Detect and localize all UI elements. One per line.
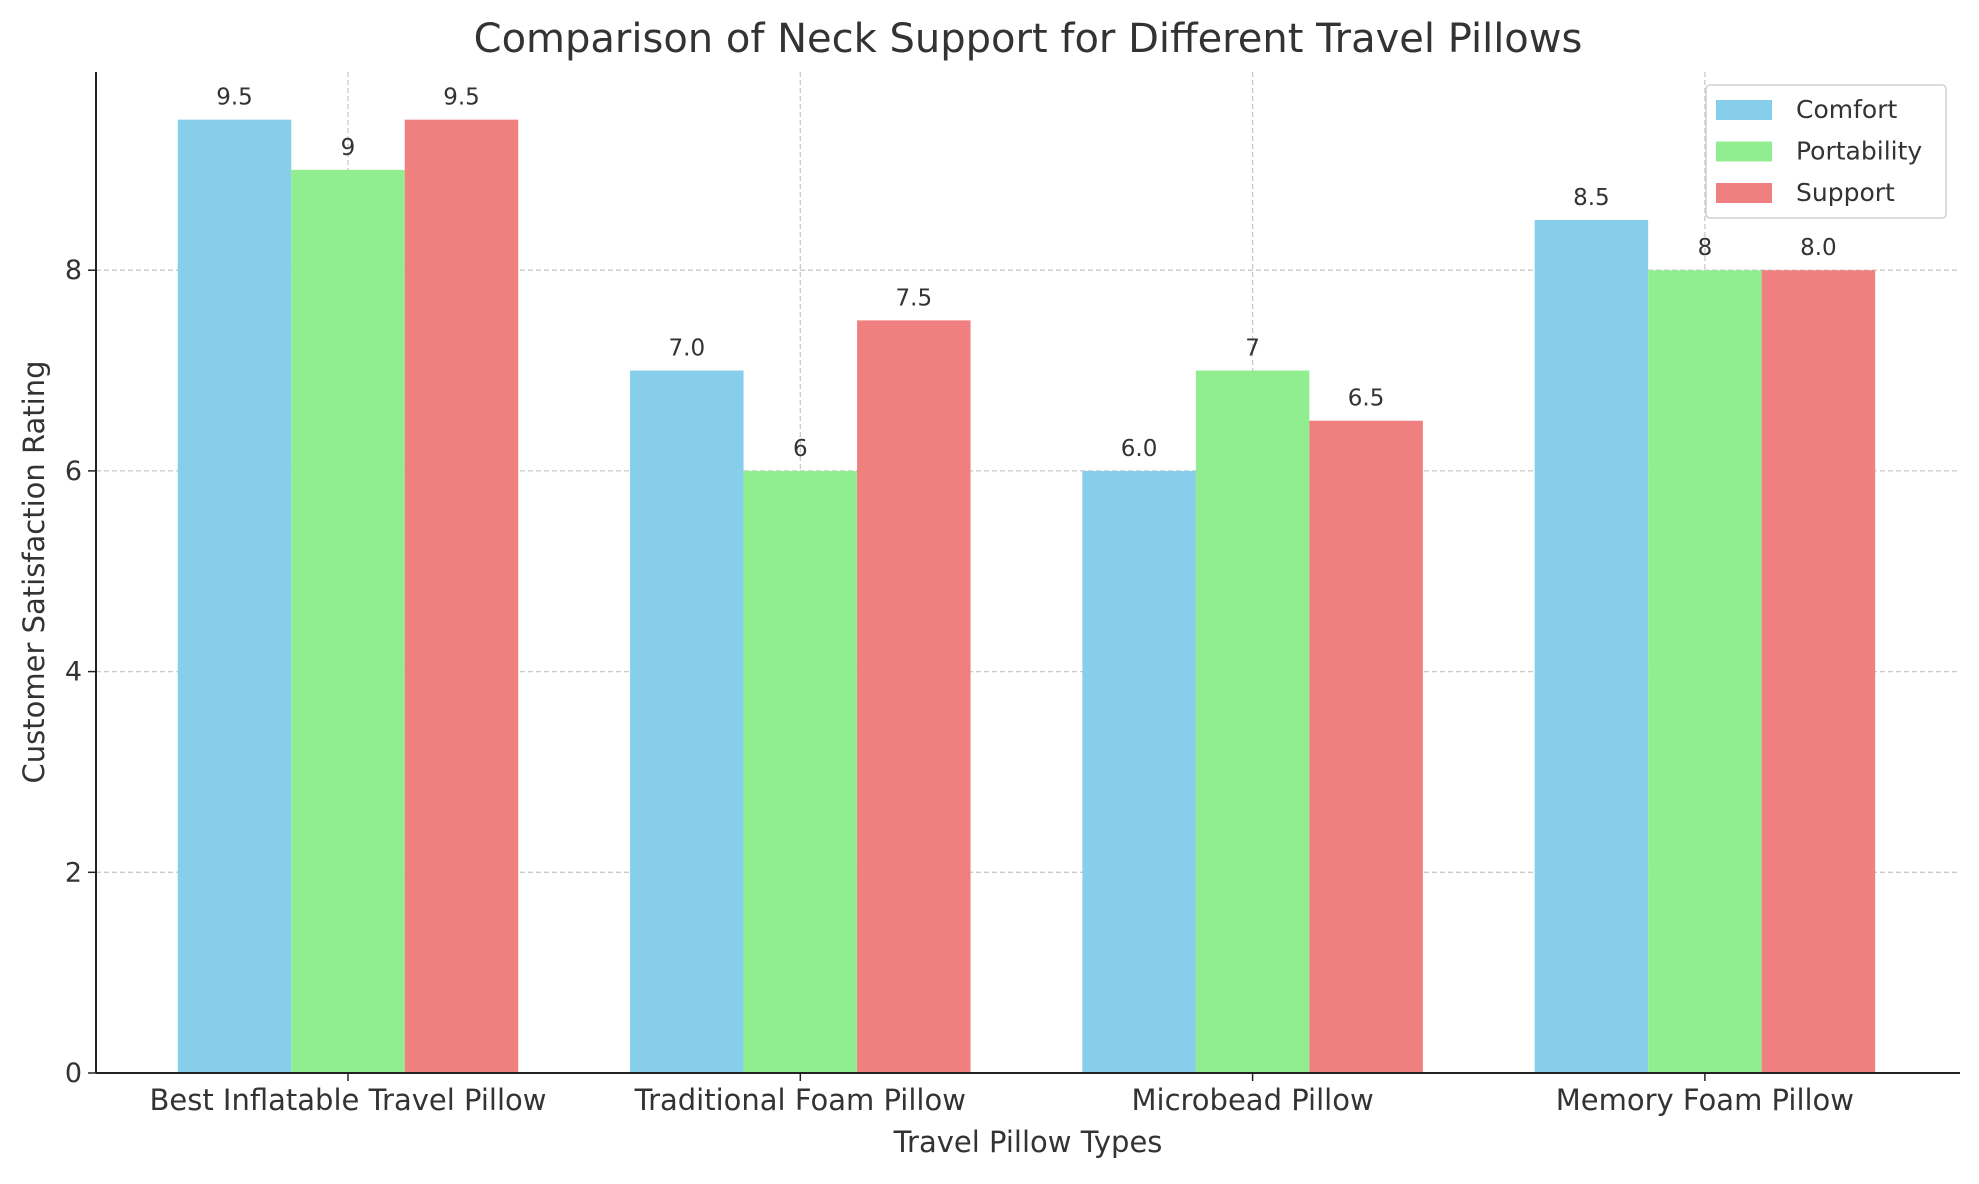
legend: Comfort Portability Support bbox=[1705, 84, 1947, 219]
y-tick-label: 4 bbox=[65, 657, 82, 688]
bar-portability-0 bbox=[291, 169, 405, 1073]
bar-value-label: 9.5 bbox=[443, 85, 480, 111]
y-tick-label: 0 bbox=[65, 1058, 82, 1089]
legend-label: Portability bbox=[1796, 137, 1922, 166]
bar-value-label: 7.0 bbox=[669, 336, 706, 362]
bar-value-label: 9 bbox=[341, 135, 356, 161]
bar-value-label: 8.0 bbox=[1800, 235, 1837, 261]
bar-value-label: 7 bbox=[1245, 336, 1260, 362]
legend-swatch-portability bbox=[1716, 141, 1772, 162]
y-tick-label: 8 bbox=[65, 255, 82, 286]
legend-swatch-support bbox=[1716, 183, 1772, 203]
bar-support-2 bbox=[1309, 420, 1423, 1073]
x-tick-label: Best Inflatable Travel Pillow bbox=[150, 1083, 547, 1117]
bar-comfort-2 bbox=[1082, 470, 1196, 1073]
bar-portability-3 bbox=[1648, 270, 1762, 1073]
x-tick-label: Memory Foam Pillow bbox=[1556, 1083, 1854, 1117]
bar-value-label: 8.5 bbox=[1573, 185, 1610, 211]
bar-value-label: 6 bbox=[793, 436, 808, 462]
legend-label: Comfort bbox=[1796, 95, 1897, 124]
bar-comfort-0 bbox=[177, 119, 292, 1073]
bar-value-label: 6.5 bbox=[1348, 386, 1385, 412]
legend-label: Support bbox=[1796, 178, 1895, 207]
y-tick-label: 2 bbox=[65, 857, 82, 888]
bar-support-0 bbox=[404, 119, 519, 1073]
x-tick-label: Traditional Foam Pillow bbox=[634, 1083, 966, 1117]
chart-title: Comparison of Neck Support for Different… bbox=[474, 16, 1583, 62]
bar-value-label: 7.5 bbox=[896, 285, 933, 311]
y-tick-label: 6 bbox=[65, 456, 82, 487]
bar-support-3 bbox=[1761, 270, 1876, 1073]
x-axis-label: Travel Pillow Types bbox=[893, 1125, 1163, 1159]
bar-value-label: 8 bbox=[1698, 235, 1713, 261]
x-tick-label: Microbead Pillow bbox=[1132, 1083, 1374, 1117]
bar-portability-2 bbox=[1195, 370, 1310, 1074]
bar-value-label: 6.0 bbox=[1121, 436, 1158, 462]
bar-support-1 bbox=[857, 320, 971, 1073]
bar-portability-1 bbox=[743, 470, 858, 1073]
y-axis-label: Customer Satisfaction Rating bbox=[17, 361, 51, 784]
bar-comfort-3 bbox=[1534, 220, 1649, 1073]
legend-swatch-comfort bbox=[1716, 100, 1772, 120]
bar-value-label: 9.5 bbox=[216, 85, 253, 111]
bar-comfort-1 bbox=[630, 370, 744, 1074]
